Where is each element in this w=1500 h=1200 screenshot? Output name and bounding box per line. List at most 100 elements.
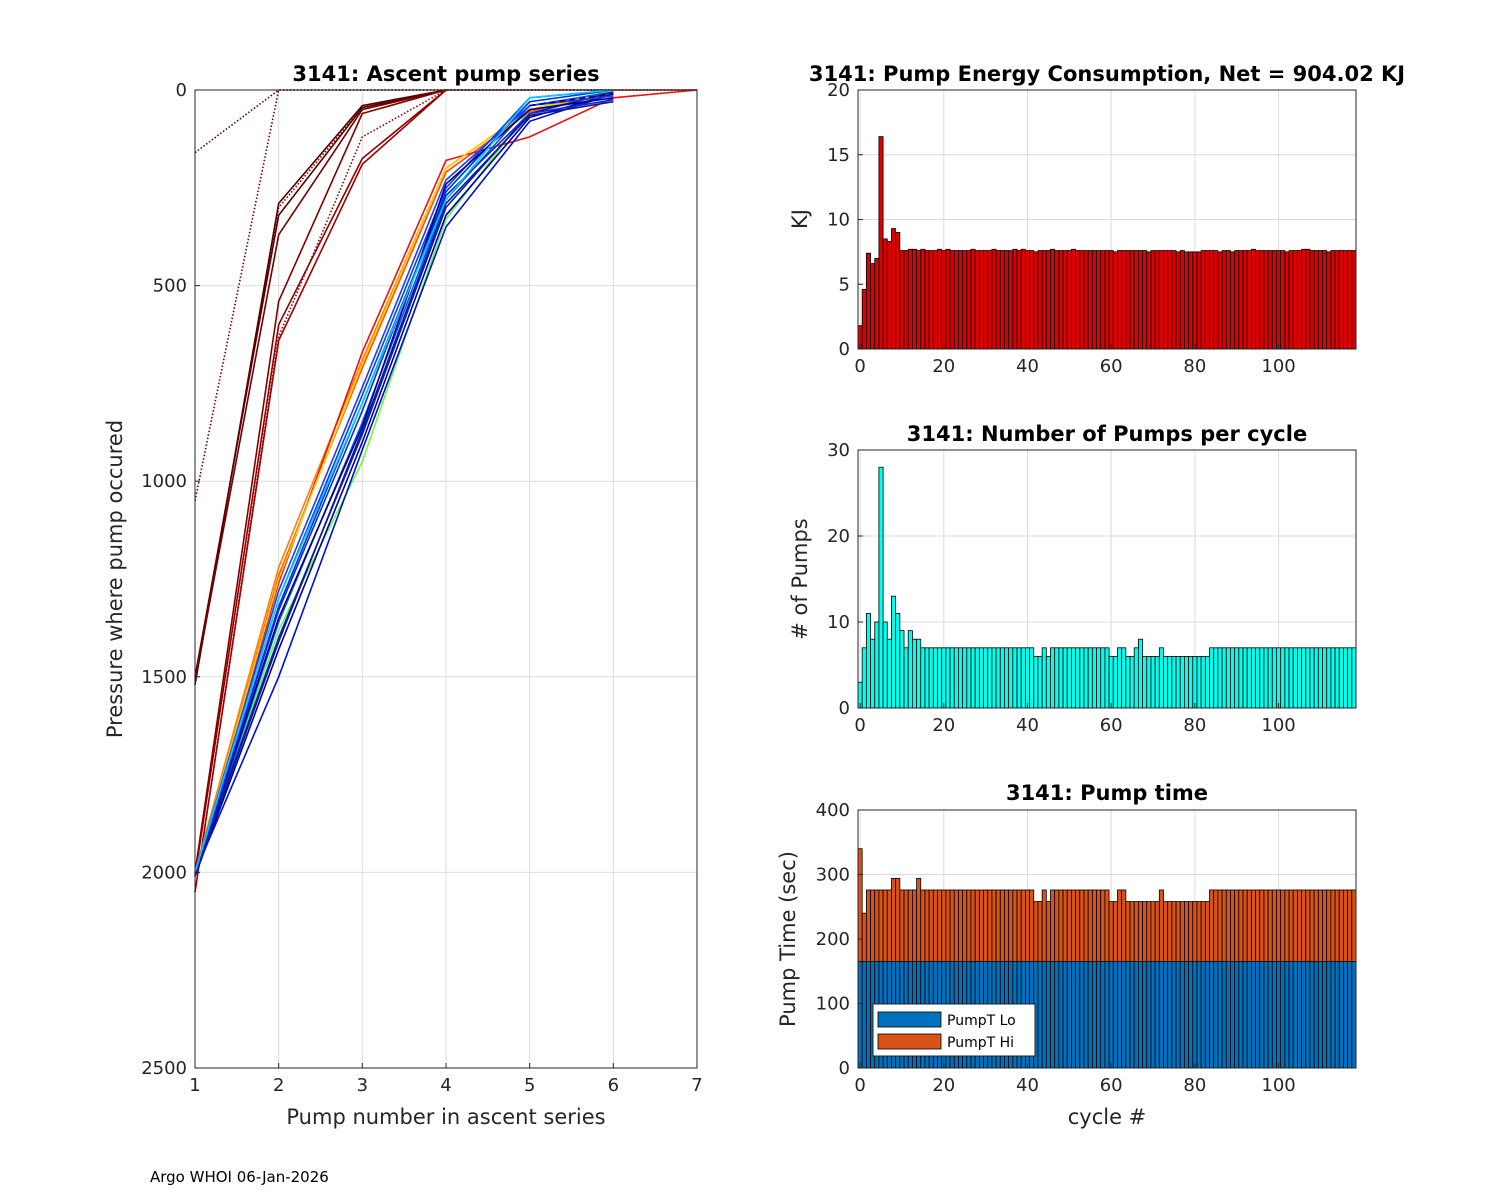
energy-bar [958, 250, 964, 350]
pumps-bar [1083, 647, 1089, 709]
pumptime-bar-hi [1087, 889, 1093, 962]
energy-xtick-label: 40 [1016, 356, 1039, 377]
pumps-bar [1079, 647, 1085, 709]
pumptime-bar-hi [1204, 901, 1210, 962]
pumps-bar [1154, 656, 1160, 709]
energy-bar [1301, 248, 1307, 350]
pumptime-bar-hi [899, 889, 905, 962]
pumps-bar [1125, 656, 1131, 709]
pumps-bar [1066, 647, 1072, 709]
energy-bar [870, 263, 876, 350]
pumps-bar [983, 647, 989, 709]
energy-xtick-label: 0 [854, 356, 865, 377]
ascent-xtick-label: 4 [440, 1075, 451, 1096]
pumptime-bar-hi [1133, 901, 1139, 962]
pumptime-bar-hi [1250, 889, 1256, 962]
energy-bar [1171, 250, 1177, 350]
pumps-bar [1016, 647, 1022, 709]
pumptime-bar-hi [949, 889, 955, 962]
pumptime-bar-lo [1066, 961, 1072, 1069]
pumptime-bar-hi [1255, 889, 1261, 962]
pumps-bar [1100, 647, 1106, 709]
pumps-bar [899, 630, 905, 709]
pumps-ytick-label: 20 [827, 526, 850, 547]
pumptime-bar-hi [1137, 901, 1143, 962]
pumptime-bar-hi [1029, 889, 1035, 962]
pumptime-bar-hi [1301, 889, 1307, 962]
pumptime-bar-hi [924, 889, 930, 962]
energy-bar [953, 250, 959, 350]
pumps-xtick-label: 100 [1261, 715, 1295, 736]
pumps-panel: 0 20 40 60 80 100 0 10 20 30 3141: Number of Pump… [788, 422, 1357, 736]
energy-bar [882, 238, 888, 350]
pumptime-bar-lo [1137, 961, 1143, 1069]
pumptime-bar-lo [1050, 961, 1056, 1069]
pumptime-bar-hi [1012, 889, 1018, 962]
energy-bar [1087, 250, 1093, 350]
energy-bar [974, 250, 980, 350]
pumptime-bar-hi [1192, 901, 1198, 962]
energy-bar [1158, 250, 1164, 350]
pumps-bar [1343, 647, 1349, 709]
energy-bar [1117, 250, 1123, 350]
pumptime-bar-lo [1301, 961, 1307, 1069]
pumps-bar [1041, 647, 1047, 709]
pumps-bar [1029, 647, 1035, 709]
energy-bar [1271, 250, 1277, 350]
energy-bar [1204, 250, 1210, 350]
energy-ytick-label: 0 [839, 339, 850, 360]
pumptime-bar-hi [1054, 889, 1060, 962]
pumps-bar [1129, 656, 1135, 709]
energy-bar [1334, 250, 1340, 350]
pumptime-bar-lo [1322, 961, 1328, 1069]
pumps-bar [1313, 647, 1319, 709]
energy-bar [941, 250, 947, 350]
pumptime-bar-lo [865, 961, 871, 1069]
energy-bar [920, 248, 926, 350]
pumptime-bar-lo [1209, 961, 1215, 1069]
pumptime-bar-hi [962, 889, 968, 962]
pumptime-xtick-label: 60 [1100, 1075, 1123, 1096]
energy-bar [1351, 250, 1357, 350]
energy-ytick-label: 15 [827, 145, 850, 166]
energy-bar [1288, 250, 1294, 350]
pumps-bar [1309, 647, 1315, 709]
energy-bar [1020, 248, 1026, 350]
ascent-ytick-label: 1000 [141, 471, 187, 492]
pumps-bar [1071, 647, 1077, 709]
pumptime-bar-lo [1259, 961, 1265, 1069]
energy-bar [899, 250, 905, 350]
pumptime-bar-hi [958, 889, 964, 962]
pumptime-bar-lo [1284, 961, 1290, 1069]
legend-label-hi: PumpT Hi [947, 1035, 1014, 1051]
energy-bar [1242, 250, 1248, 350]
pumptime-bar-lo [1121, 961, 1127, 1069]
energy-bar [1062, 250, 1068, 350]
energy-bar [1066, 250, 1072, 350]
energy-bar [1225, 250, 1231, 350]
energy-bar [1058, 250, 1064, 350]
pumptime-xtick-label: 80 [1183, 1075, 1206, 1096]
ascent-line-navy-dashed [529, 93, 614, 107]
pumptime-bar-hi [1317, 889, 1323, 962]
pumps-bar [870, 638, 876, 709]
pumps-bar [1234, 647, 1240, 709]
pumptime-bar-hi [1117, 889, 1123, 962]
pumps-bar [995, 647, 1001, 709]
energy-bar [1033, 251, 1039, 350]
energy-bar [1221, 250, 1227, 350]
energy-bar [1108, 250, 1114, 350]
pumptime-bar-hi [991, 889, 997, 962]
pumptime-bar-hi [1246, 889, 1252, 962]
pumps-bar [966, 647, 972, 709]
pumptime-bar-hi [865, 889, 871, 962]
energy-bar [1142, 250, 1148, 350]
pumptime-bar-lo [1267, 961, 1273, 1069]
pumptime-bar-hi [1037, 901, 1043, 962]
pumptime-bar-lo [857, 961, 863, 1069]
pumptime-bar-hi [1351, 889, 1357, 962]
ascent-xtick-label: 7 [691, 1075, 702, 1096]
pumptime-bar-lo [1317, 961, 1323, 1069]
pumps-bar [1033, 656, 1039, 709]
pumptime-bar-hi [1221, 889, 1227, 962]
